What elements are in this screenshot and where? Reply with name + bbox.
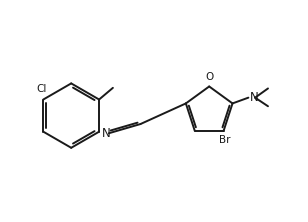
Text: N: N	[102, 127, 110, 140]
Text: N: N	[249, 91, 258, 104]
Text: O: O	[205, 73, 213, 83]
Text: Br: Br	[219, 135, 231, 145]
Text: Cl: Cl	[37, 84, 47, 94]
